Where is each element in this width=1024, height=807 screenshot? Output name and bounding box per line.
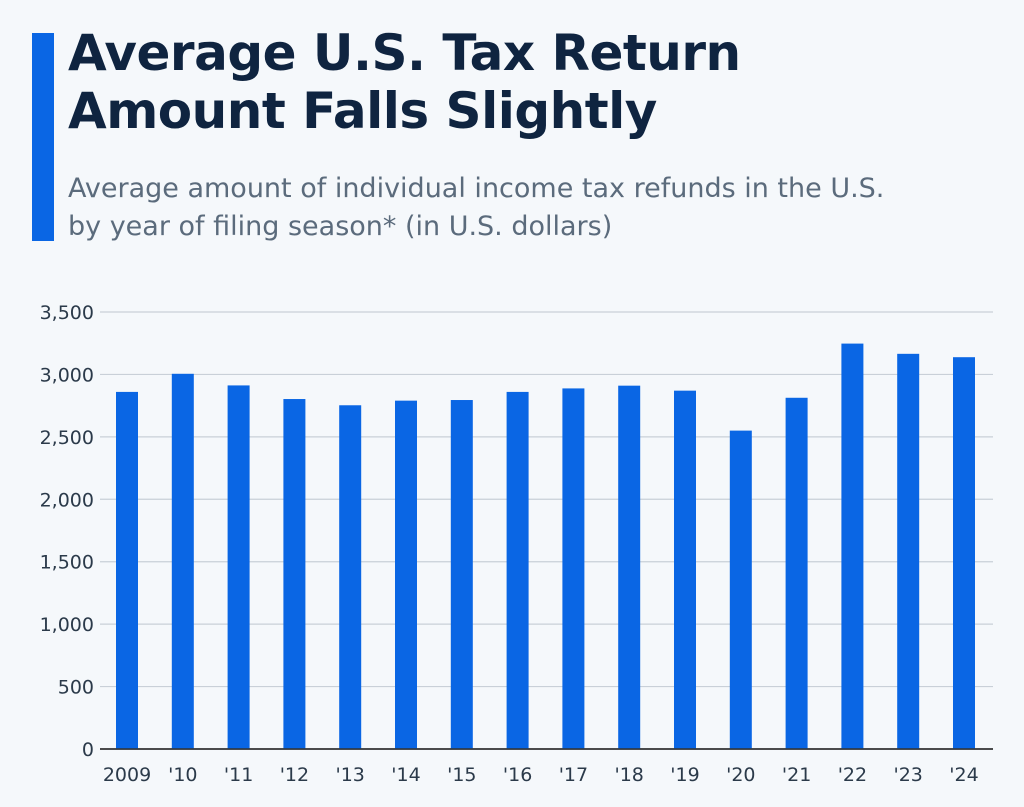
y-tick-label: 2,500 bbox=[40, 427, 94, 449]
title-line-2: Amount Falls Slightly bbox=[68, 82, 657, 140]
y-tick-label: 1,500 bbox=[40, 552, 94, 574]
bar bbox=[897, 353, 920, 749]
chart-title: Average U.S. Tax Return Amount Falls Sli… bbox=[68, 24, 741, 140]
x-tick-label: '16 bbox=[503, 764, 532, 786]
x-tick-label: '19 bbox=[670, 764, 699, 786]
subtitle-line-2: by year of filing season* (in U.S. dolla… bbox=[68, 211, 613, 242]
y-tick-label: 3,500 bbox=[40, 302, 94, 324]
bar bbox=[171, 373, 194, 749]
bar bbox=[450, 400, 473, 749]
y-tick-label: 500 bbox=[58, 677, 94, 699]
x-tick-label: '14 bbox=[391, 764, 420, 786]
bar bbox=[395, 400, 417, 749]
x-tick-label: '15 bbox=[447, 764, 476, 786]
x-tick-label: '12 bbox=[280, 764, 309, 786]
x-tick-label: '20 bbox=[726, 764, 755, 786]
accent-bar bbox=[32, 33, 54, 241]
title-line-1: Average U.S. Tax Return bbox=[68, 24, 741, 82]
bar bbox=[339, 405, 362, 749]
y-tick-label: 3,000 bbox=[40, 364, 94, 386]
x-tick-label: '10 bbox=[168, 764, 197, 786]
y-tick-label: 0 bbox=[82, 739, 94, 761]
bar bbox=[618, 385, 641, 749]
x-tick-label: '18 bbox=[614, 764, 643, 786]
bar bbox=[283, 399, 306, 749]
bar bbox=[841, 343, 864, 749]
bar bbox=[506, 391, 529, 749]
bar bbox=[116, 391, 138, 749]
x-tick-label: '11 bbox=[224, 764, 253, 786]
x-tick-label: '23 bbox=[893, 764, 922, 786]
x-tick-label: '17 bbox=[559, 764, 588, 786]
x-tick-label: '21 bbox=[782, 764, 811, 786]
chart-subtitle: Average amount of individual income tax … bbox=[68, 170, 1008, 246]
y-tick-label: 1,000 bbox=[40, 614, 94, 636]
bar bbox=[953, 357, 975, 749]
bar bbox=[674, 390, 696, 749]
bar bbox=[562, 388, 585, 749]
bar bbox=[729, 430, 752, 749]
x-tick-label: 2009 bbox=[103, 764, 151, 786]
x-tick-label: '13 bbox=[335, 764, 364, 786]
x-tick-label: '22 bbox=[838, 764, 867, 786]
subtitle-line-1: Average amount of individual income tax … bbox=[68, 173, 885, 204]
x-tick-label: '24 bbox=[949, 764, 978, 786]
y-tick-label: 2,000 bbox=[40, 489, 94, 511]
bar bbox=[785, 397, 808, 749]
bar bbox=[227, 385, 250, 749]
